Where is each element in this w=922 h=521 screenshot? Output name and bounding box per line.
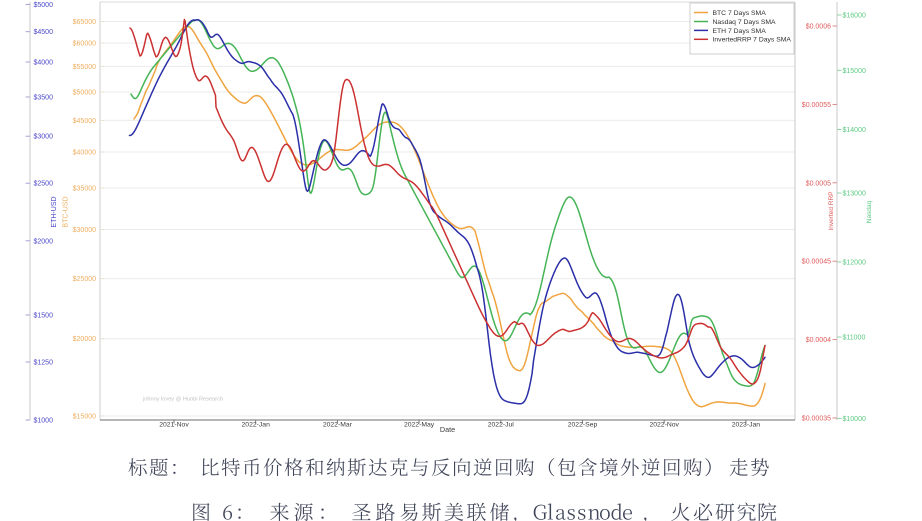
svg-text:$0.0004: $0.0004 <box>806 337 831 344</box>
svg-text:Nasdaq 7 Days SMA: Nasdaq 7 Days SMA <box>713 19 777 26</box>
svg-text:$65000: $65000 <box>73 19 96 26</box>
svg-text:$11000: $11000 <box>843 335 866 342</box>
svg-text:$0.00055: $0.00055 <box>802 102 831 109</box>
svg-text:BTC 7 Days SMA: BTC 7 Days SMA <box>713 10 767 17</box>
svg-text:2022-Sep: 2022-Sep <box>568 422 598 429</box>
svg-text:$2000: $2000 <box>34 238 54 245</box>
svg-text:$5000: $5000 <box>34 2 54 9</box>
svg-text:$45000: $45000 <box>73 118 96 125</box>
svg-text:InvertedRRP 7 Days SMA: InvertedRRP 7 Days SMA <box>713 37 792 44</box>
svg-text:$55000: $55000 <box>73 64 96 71</box>
svg-text:$3000: $3000 <box>34 134 54 141</box>
svg-text:$35000: $35000 <box>73 186 96 193</box>
svg-text:$1000: $1000 <box>34 418 54 425</box>
svg-text:BTC-USD: BTC-USD <box>63 196 70 227</box>
svg-text:Inverted RRP: Inverted RRP <box>828 191 835 230</box>
svg-text:ETH-USD: ETH-USD <box>51 196 58 227</box>
svg-text:$3500: $3500 <box>34 95 54 102</box>
svg-text:$30000: $30000 <box>73 227 96 234</box>
svg-text:$10000: $10000 <box>843 416 866 423</box>
svg-text:$14000: $14000 <box>843 127 866 134</box>
svg-text:Date: Date <box>440 425 455 434</box>
svg-text:$4000: $4000 <box>34 60 54 67</box>
svg-text:2022-Jan: 2022-Jan <box>242 422 271 429</box>
svg-text:2023-Jan: 2023-Jan <box>732 422 761 429</box>
svg-text:2022-Nov: 2022-Nov <box>649 422 679 429</box>
svg-text:2022-May: 2022-May <box>404 422 435 429</box>
svg-text:ETH 7 Days SMA: ETH 7 Days SMA <box>713 28 767 35</box>
svg-text:$0.00035: $0.00035 <box>802 416 831 423</box>
svg-text:$16000: $16000 <box>843 13 866 20</box>
svg-text:2021-Nov: 2021-Nov <box>159 422 189 429</box>
svg-text:2022-Jul: 2022-Jul <box>488 422 515 429</box>
svg-text:$25000: $25000 <box>73 276 96 283</box>
svg-text:$2500: $2500 <box>34 181 54 188</box>
svg-text:$20000: $20000 <box>73 336 96 343</box>
svg-text:$1500: $1500 <box>34 313 54 320</box>
svg-text:$60000: $60000 <box>73 41 96 48</box>
svg-text:$0.0006: $0.0006 <box>806 24 831 31</box>
svg-text:$1250: $1250 <box>34 360 54 367</box>
svg-text:$13000: $13000 <box>843 191 866 198</box>
svg-text:$15000: $15000 <box>73 414 96 421</box>
svg-text:johnny lovey @ Huobi Research: johnny lovey @ Huobi Research <box>142 397 223 403</box>
svg-text:$0.0005: $0.0005 <box>806 180 831 187</box>
svg-text:$50000: $50000 <box>73 90 96 97</box>
svg-text:$4500: $4500 <box>34 29 54 36</box>
svg-text:$40000: $40000 <box>73 150 96 157</box>
svg-text:$12000: $12000 <box>843 260 866 267</box>
svg-text:Nasdaq: Nasdaq <box>866 200 873 223</box>
svg-text:$15000: $15000 <box>843 68 866 75</box>
svg-text:2022-Mar: 2022-Mar <box>323 422 353 429</box>
svg-text:$0.00045: $0.00045 <box>802 259 831 266</box>
